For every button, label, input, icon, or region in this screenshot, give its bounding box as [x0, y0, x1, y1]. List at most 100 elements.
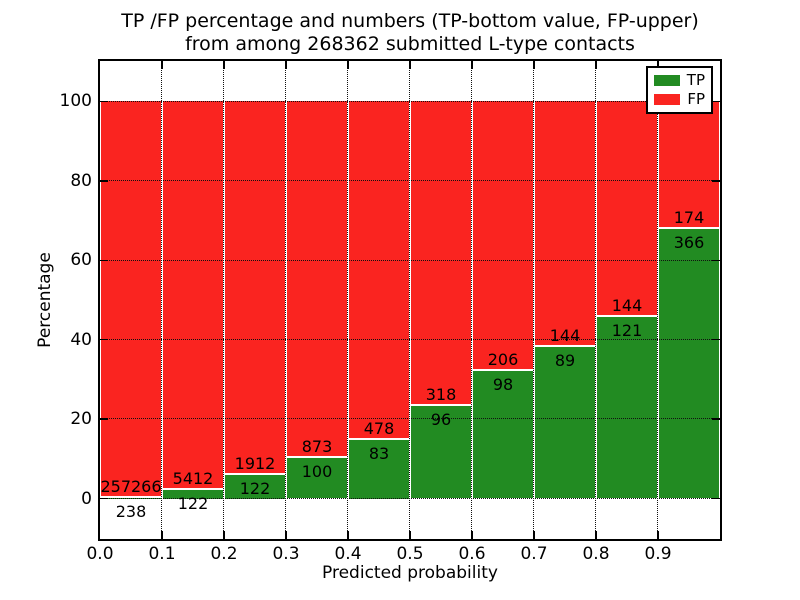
x-tick-mark [285, 531, 287, 539]
chart-title-line1: TP /FP percentage and numbers (TP-bottom… [121, 10, 699, 32]
bar-label-tp: 366 [673, 233, 705, 253]
x-tick-label: 0.6 [458, 544, 486, 564]
legend-item-fp: FP [654, 92, 705, 107]
x-tick-label: 0.8 [582, 544, 610, 564]
tp-legend-swatch-icon [654, 75, 680, 86]
x-tick-label: 0.2 [210, 544, 238, 564]
fp-legend-label: FP [687, 90, 705, 108]
x-tick-mark-top [471, 61, 473, 69]
y-tick-mark-right [712, 259, 720, 262]
x-tick-mark [347, 531, 349, 539]
y-tick-mark-right [712, 338, 720, 341]
gridline-vertical [161, 61, 163, 539]
x-tick-mark [533, 531, 535, 539]
legend-item-tp: TP [654, 73, 705, 88]
bar-segment-tp [596, 317, 658, 499]
bar-label-tp: 96 [430, 410, 452, 430]
gridline-vertical [409, 61, 411, 539]
bar-segment-tp [472, 370, 534, 499]
bar-segment-fp [100, 101, 162, 499]
x-tick-mark [657, 531, 659, 539]
x-tick-label: 0.3 [272, 544, 300, 564]
x-tick-mark [223, 531, 225, 539]
bar-label-tp: 121 [611, 321, 643, 341]
plot-area: 257266 238 5412 122 1912 122 873 100 478 83 318 96 2… [100, 61, 720, 539]
gridline-vertical [533, 61, 535, 539]
bar-segment-tp [658, 229, 720, 499]
x-tick-mark [595, 531, 597, 539]
x-tick-mark [409, 531, 411, 539]
x-tick-mark-top [347, 61, 349, 69]
gridline-vertical [595, 61, 597, 539]
bar-label-fp: 144 [611, 296, 643, 316]
y-tick-mark [100, 418, 108, 420]
y-tick-mark [100, 100, 108, 103]
bar-label-fp: 174 [673, 208, 705, 228]
y-tick-mark [100, 497, 108, 500]
bar-label-fp: 478 [363, 418, 395, 438]
bar-label-tp: 122 [177, 493, 209, 513]
bar-segment-fp [658, 101, 720, 230]
bar-label-tp: 83 [368, 443, 390, 463]
y-tick-mark-right [712, 418, 720, 420]
bar-label-fp: 144 [549, 325, 581, 345]
y-tick-label: 20 [70, 409, 92, 430]
y-tick-label: 100 [59, 91, 92, 112]
fp-legend-swatch-icon [654, 94, 681, 105]
bar-label-fp: 318 [425, 385, 457, 405]
x-tick-mark [161, 531, 163, 539]
gridline-vertical [471, 61, 473, 539]
bar-label-tp: 122 [239, 478, 271, 498]
x-tick-mark-top [223, 61, 225, 69]
x-tick-mark-top [533, 61, 535, 69]
y-tick-label: 80 [70, 170, 92, 191]
chart-title-line2: from among 268362 submitted L-type conta… [185, 33, 635, 55]
gridline-vertical [657, 61, 659, 539]
x-tick-mark-top [657, 61, 659, 69]
bar-label-tp: 89 [554, 350, 576, 370]
bar-label-tp: 98 [492, 374, 514, 394]
bar-segment-fp [472, 101, 534, 371]
x-tick-label: 0.0 [86, 544, 114, 564]
chart-title: TP /FP percentage and numbers (TP-bottom… [20, 10, 800, 56]
bar-segment-fp [534, 101, 596, 347]
y-tick-mark-right [712, 100, 720, 103]
bar-segment-fp [348, 101, 410, 440]
x-tick-label: 0.4 [334, 544, 362, 564]
bar-segment-fp [596, 101, 658, 318]
x-tick-mark [471, 531, 473, 539]
legend: TP FP [646, 66, 713, 114]
bar-label-fp: 873 [301, 436, 333, 456]
y-tick-mark [100, 338, 108, 341]
y-tick-label: 0 [81, 488, 92, 509]
bar-label-tp: 238 [115, 502, 147, 522]
x-tick-label: 0.1 [148, 544, 176, 564]
y-tick-mark [100, 180, 108, 182]
y-tick-mark-right [712, 180, 720, 182]
gridline-vertical [223, 61, 225, 539]
x-tick-label: 0.9 [644, 544, 672, 564]
bar-segment-tp [286, 457, 348, 499]
x-tick-mark-top [409, 61, 411, 69]
x-tick-label: 0.7 [520, 544, 548, 564]
x-axis-label: Predicted probability [322, 563, 498, 583]
x-tick-label: 0.5 [396, 544, 424, 564]
gridline-vertical [347, 61, 349, 539]
y-tick-mark-right [712, 497, 720, 500]
bar-label-fp: 5412 [172, 468, 214, 488]
bar-segment-fp [286, 101, 348, 458]
y-tick-mark [100, 259, 108, 262]
bar-segment-fp [410, 101, 472, 407]
y-tick-label: 40 [70, 329, 92, 350]
bar-label-fp: 1912 [234, 453, 276, 473]
bar-label-tp: 100 [301, 461, 333, 481]
y-axis-label: Percentage [35, 252, 55, 348]
bar-segment-tp [410, 406, 472, 499]
x-tick-mark-top [285, 61, 287, 69]
bar-label-fp: 206 [487, 349, 519, 369]
x-tick-mark-top [595, 61, 597, 69]
bar-segment-fp [162, 101, 224, 490]
bar-label-fp: 257266 [100, 477, 162, 497]
y-tick-label: 60 [70, 250, 92, 271]
